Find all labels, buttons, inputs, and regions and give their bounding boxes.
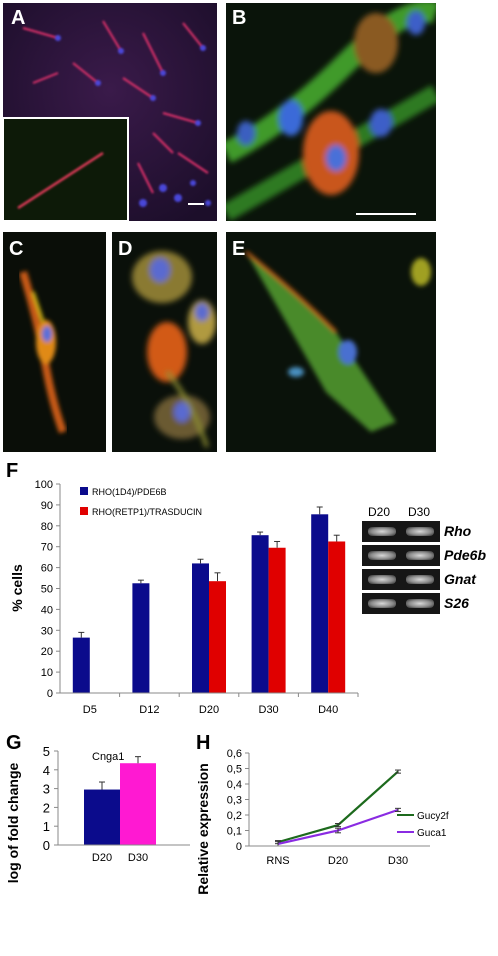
gel-band [406, 551, 434, 560]
panel-label-c: C [9, 238, 24, 260]
gel-band [406, 599, 434, 608]
legend-swatch-rho-1d4 [80, 487, 88, 495]
chart-f-bar [132, 583, 150, 693]
gel-gene-label: Pde6b [444, 547, 487, 563]
chart-g-x-tick-label: D20 [92, 852, 112, 864]
micrograph-a: A [3, 3, 217, 221]
chart-g-y-tick-label: 1 [43, 819, 50, 834]
chart-f-bar [311, 514, 329, 693]
legend-label-rho-retp1: RHO(RETP1)/TRASDUCIN [92, 507, 202, 517]
gel-gene-label: Rho [444, 523, 472, 539]
chart-f-bar [192, 563, 209, 693]
chart-g-x-tick-label: D30 [128, 852, 148, 864]
panel-label-d: D [118, 238, 133, 260]
micrograph-b: B [226, 3, 436, 221]
chart-f-bar [251, 535, 269, 693]
chart-g-bar [120, 763, 156, 845]
chart-g-title: Cnga1 [92, 751, 124, 763]
legend-label-rho-1d4: RHO(1D4)/PDE6B [92, 487, 167, 497]
chart-f-x-tick-label: D40 [318, 704, 338, 716]
chart-f-y-tick-label: 60 [41, 563, 53, 575]
gel-band [368, 551, 396, 560]
gel-lane-label-d20: D20 [368, 505, 391, 519]
chart-h-x-tick-label: D30 [388, 855, 408, 867]
micrograph-d-image [112, 232, 217, 452]
chart-f-y-tick-label: 80 [41, 521, 53, 533]
chart-h-y-tick-label: 0,4 [227, 779, 242, 791]
chart-f-x-tick-label: D30 [259, 704, 279, 716]
legend-label-gucy2f: Gucy2f [417, 811, 449, 822]
panel-label-a: A [11, 7, 26, 29]
chart-f-x-tick-label: D20 [199, 704, 219, 716]
micrograph-a-image [3, 3, 217, 221]
panel-label-b: B [232, 7, 247, 29]
chart-h-y-tick-label: 0,5 [227, 764, 242, 776]
chart-f-y-tick-label: 70 [41, 542, 53, 554]
gel-gene-label: Gnat [444, 571, 476, 587]
chart-h-y-axis-label: Relative expression [195, 763, 211, 895]
chart-g-y-tick-label: 3 [43, 782, 50, 797]
legend-label-guca1: Guca1 [417, 828, 447, 839]
chart-h-y-tick-label: 0,2 [227, 810, 242, 822]
chart-h-y-tick-label: 0 [236, 841, 242, 853]
panel-label-e: E [232, 238, 246, 260]
micrograph-d: D [112, 232, 217, 452]
panel-label-h: H [196, 732, 211, 754]
chart-g-y-tick-label: 5 [43, 744, 50, 759]
chart-f-y-tick-label: 100 [35, 479, 53, 491]
micrograph-c: C [3, 232, 106, 452]
chart-g-y-tick-label: 4 [43, 763, 50, 778]
chart-g-y-tick-label: 0 [43, 838, 50, 853]
micrograph-b-image [226, 3, 436, 221]
chart-f-bar [209, 581, 226, 693]
chart-f-x-tick-label: D12 [139, 704, 159, 716]
chart-g-y-tick-label: 2 [43, 800, 50, 815]
chart-g: log of fold change Cnga1 0 1 2 3 4 5 D20 D30 [5, 744, 190, 884]
chart-h-y-tick-label: 0,6 [227, 748, 242, 760]
gel-row [362, 521, 440, 542]
chart-h-y-tick-label: 0,3 [227, 795, 242, 807]
chart-f-y-tick-label: 50 [41, 584, 53, 596]
chart-g-bar [84, 789, 120, 845]
chart-h-x-tick-label: D20 [328, 855, 348, 867]
gel-row [362, 545, 440, 566]
gel-gene-label: S26 [444, 595, 469, 611]
chart-f-y-tick-label: 0 [47, 688, 53, 700]
chart-f-y-tick-label: 90 [41, 500, 53, 512]
chart-f-bar [328, 541, 346, 693]
micrograph-e-image [226, 232, 436, 452]
panel-label-g: G [6, 732, 22, 754]
gel-band [406, 527, 434, 536]
gel-band [406, 575, 434, 584]
chart-h-legend: Gucy2f Guca1 [397, 811, 449, 839]
chart-f-y-axis-label: % cells [9, 564, 25, 612]
micrograph-e: E [226, 232, 436, 452]
gel-band [368, 575, 396, 584]
chart-f-y-tick-label: 20 [41, 646, 53, 658]
gel-band [368, 527, 396, 536]
chart-f: % cells 0 10 20 30 40 50 60 70 80 90 100 D5 D12 D20 D… [9, 479, 359, 716]
chart-f-legend: RHO(1D4)/PDE6B RHO(RETP1)/TRASDUCIN [80, 487, 202, 517]
gel-lane-label-d30: D30 [408, 505, 431, 519]
chart-f-x-tick-label: D5 [83, 704, 97, 716]
chart-f-y-tick-label: 40 [41, 604, 53, 616]
chart-f-bar [268, 547, 286, 693]
micrograph-c-image [3, 232, 106, 452]
chart-g-y-axis-label: log of fold change [5, 763, 21, 884]
chart-h: Relative expression 00,10,20,30,40,50,6 … [195, 748, 449, 895]
chart-f-y-tick-label: 10 [41, 667, 53, 679]
panel-label-f: F [6, 460, 19, 482]
chart-f-bar [72, 637, 90, 693]
gel-row [362, 593, 440, 614]
gel-row [362, 569, 440, 590]
chart-h-x-tick-label: RNS [266, 855, 289, 867]
gel-panel: D20 D30 Rho Pde6b Gnat S26 [360, 505, 496, 615]
chart-h-y-tick-label: 0,1 [227, 826, 242, 838]
legend-swatch-rho-retp1 [80, 507, 88, 515]
chart-f-y-tick-label: 30 [41, 625, 53, 637]
gel-band [368, 599, 396, 608]
